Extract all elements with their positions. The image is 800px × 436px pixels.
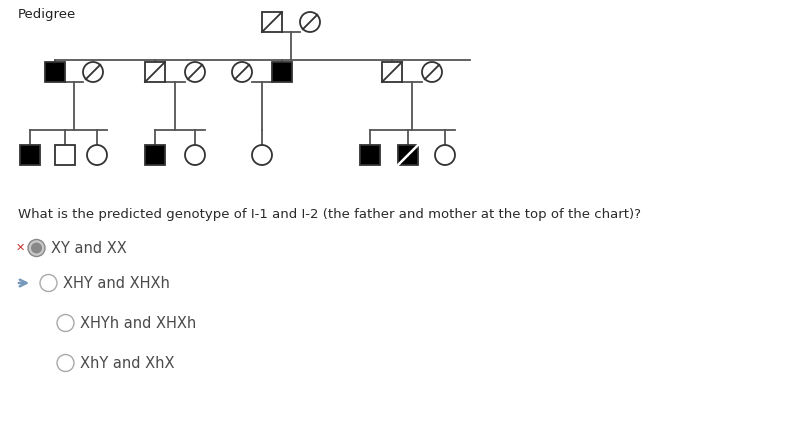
Bar bbox=[45, 62, 65, 82]
Circle shape bbox=[83, 62, 103, 82]
Bar bbox=[55, 145, 75, 165]
Bar bbox=[272, 62, 292, 82]
Bar bbox=[360, 145, 380, 165]
Bar bbox=[20, 145, 40, 165]
Bar bbox=[382, 62, 402, 82]
Circle shape bbox=[28, 239, 45, 256]
Circle shape bbox=[57, 354, 74, 371]
Text: ✕: ✕ bbox=[16, 243, 26, 253]
Circle shape bbox=[40, 275, 57, 292]
Bar bbox=[262, 12, 282, 32]
Bar bbox=[145, 62, 165, 82]
Circle shape bbox=[435, 145, 455, 165]
Circle shape bbox=[422, 62, 442, 82]
Text: XY and XX: XY and XX bbox=[51, 241, 126, 255]
Bar bbox=[398, 145, 418, 165]
Text: XHYh and XHXh: XHYh and XHXh bbox=[80, 316, 196, 330]
Bar bbox=[145, 145, 165, 165]
Circle shape bbox=[57, 314, 74, 331]
Circle shape bbox=[185, 62, 205, 82]
Circle shape bbox=[300, 12, 320, 32]
Circle shape bbox=[185, 145, 205, 165]
Text: Pedigree: Pedigree bbox=[18, 8, 76, 21]
Text: What is the predicted genotype of I-1 and I-2 (the father and mother at the top : What is the predicted genotype of I-1 an… bbox=[18, 208, 641, 221]
Circle shape bbox=[252, 145, 272, 165]
Circle shape bbox=[31, 242, 42, 253]
Circle shape bbox=[232, 62, 252, 82]
Text: XhY and XhX: XhY and XhX bbox=[80, 355, 174, 371]
Circle shape bbox=[87, 145, 107, 165]
Text: XHY and XHXh: XHY and XHXh bbox=[63, 276, 170, 290]
